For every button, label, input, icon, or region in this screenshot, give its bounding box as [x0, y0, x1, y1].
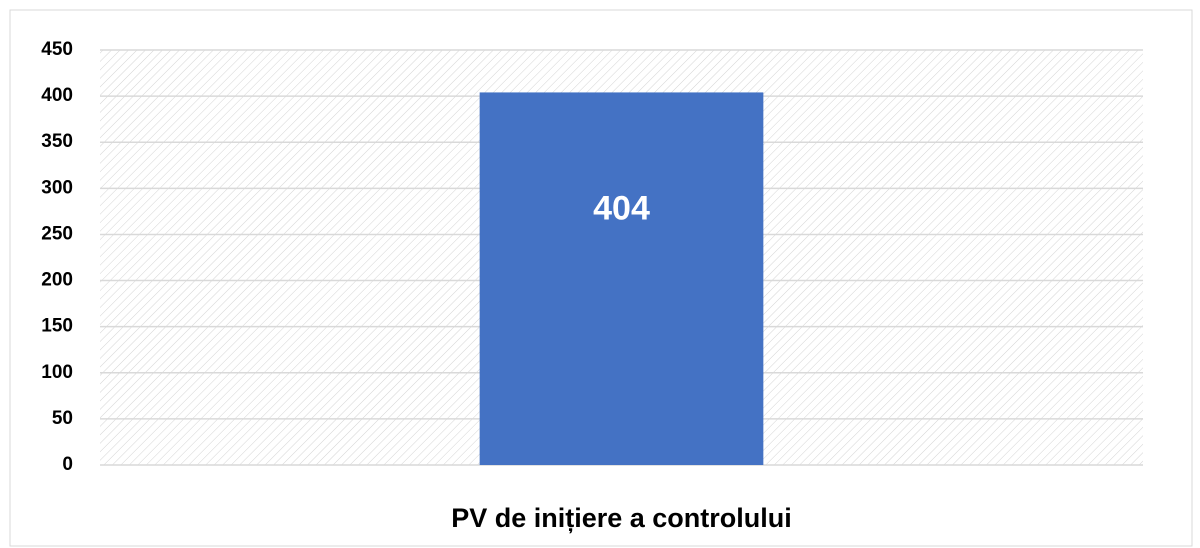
y-tick-label: 450	[41, 39, 73, 60]
y-tick-label: 100	[41, 362, 73, 383]
y-tick-label: 250	[41, 223, 73, 244]
y-tick-label: 150	[41, 316, 73, 337]
y-tick-label: 300	[41, 177, 73, 198]
y-tick-label: 400	[41, 85, 73, 106]
y-tick-label: 200	[41, 270, 73, 291]
x-tick-label: PV de inițiere a controlului	[451, 503, 792, 533]
bar	[479, 92, 764, 465]
y-tick-label: 350	[41, 131, 73, 152]
data-label: 404	[593, 189, 650, 227]
y-tick-label: 0	[62, 454, 73, 475]
y-tick-label: 50	[52, 408, 73, 429]
